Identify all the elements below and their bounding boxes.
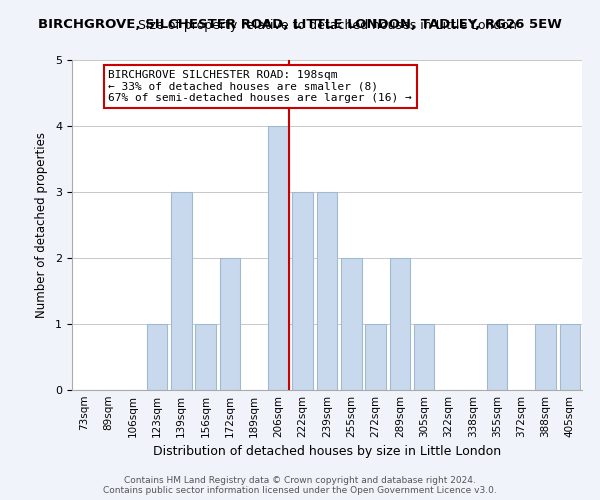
Bar xyxy=(487,324,508,390)
Bar xyxy=(341,258,362,390)
Text: Contains HM Land Registry data © Crown copyright and database right 2024.
Contai: Contains HM Land Registry data © Crown c… xyxy=(103,476,497,495)
Text: BIRCHGROVE SILCHESTER ROAD: 198sqm
← 33% of detached houses are smaller (8)
67% : BIRCHGROVE SILCHESTER ROAD: 198sqm ← 33%… xyxy=(109,70,412,103)
Bar xyxy=(268,126,289,390)
Bar xyxy=(560,324,580,390)
Bar xyxy=(414,324,434,390)
Text: BIRCHGROVE, SILCHESTER ROAD, LITTLE LONDON, TADLEY, RG26 5EW: BIRCHGROVE, SILCHESTER ROAD, LITTLE LOND… xyxy=(38,18,562,30)
Bar xyxy=(146,324,167,390)
X-axis label: Distribution of detached houses by size in Little London: Distribution of detached houses by size … xyxy=(153,446,501,458)
Title: Size of property relative to detached houses in Little London: Size of property relative to detached ho… xyxy=(137,20,517,32)
Bar xyxy=(292,192,313,390)
Bar xyxy=(365,324,386,390)
Bar xyxy=(535,324,556,390)
Bar xyxy=(389,258,410,390)
Bar xyxy=(220,258,240,390)
Bar xyxy=(317,192,337,390)
Bar xyxy=(171,192,191,390)
Y-axis label: Number of detached properties: Number of detached properties xyxy=(35,132,48,318)
Bar xyxy=(195,324,216,390)
